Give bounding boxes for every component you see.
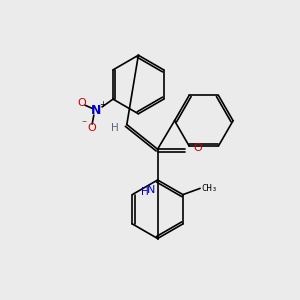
Text: +: + — [99, 100, 106, 109]
Text: CH₃: CH₃ — [201, 184, 218, 193]
Text: ⁻: ⁻ — [81, 119, 86, 130]
Text: N: N — [147, 185, 156, 195]
Text: O: O — [78, 98, 87, 108]
Text: O: O — [87, 123, 96, 133]
Text: O: O — [194, 143, 203, 153]
Text: N: N — [91, 104, 101, 117]
Text: H: H — [111, 123, 119, 134]
Text: H: H — [141, 187, 149, 197]
